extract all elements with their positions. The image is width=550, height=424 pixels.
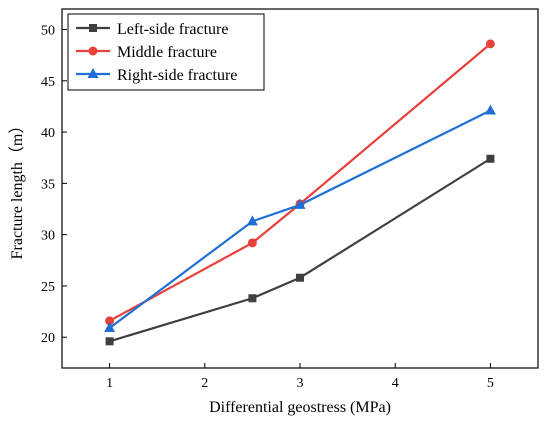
y-tick-label: 40	[41, 126, 55, 141]
data-point	[105, 316, 115, 326]
x-tick-label: 1	[106, 376, 113, 391]
data-point	[485, 39, 495, 49]
y-tick-label: 25	[41, 280, 55, 295]
y-tick-label: 45	[41, 75, 55, 90]
data-point	[105, 337, 114, 346]
legend: Left-side fracture Middle fracture Right-s…	[67, 13, 265, 91]
legend-label: Left-side fracture	[117, 21, 228, 38]
series-line	[109, 157, 491, 343]
x-tick-label: 4	[392, 376, 399, 391]
data-point	[486, 154, 495, 163]
y-tick-label: 35	[41, 177, 55, 192]
legend-marker	[88, 46, 98, 56]
x-axis-title: Differential geostress (MPa)	[209, 399, 391, 416]
x-tick-label: 5	[487, 376, 494, 391]
data-point	[248, 294, 257, 303]
legend-item: Middle fracture	[76, 44, 217, 61]
data-point	[484, 104, 496, 115]
legend-marker	[87, 68, 99, 78]
y-tick-label: 50	[41, 24, 55, 39]
plot-layer	[104, 39, 496, 346]
series-3	[104, 104, 496, 332]
legend-item: Left-side fracture	[76, 21, 228, 38]
x-tick-label: 2	[201, 376, 208, 391]
y-axis-title: Fracture length（m）	[8, 118, 26, 260]
data-point	[104, 321, 116, 332]
series-line	[109, 43, 492, 322]
y-tick-label: 30	[41, 229, 55, 244]
legend-label: Right-side fracture	[117, 67, 237, 84]
data-point	[294, 198, 306, 209]
data-point	[247, 238, 257, 248]
x-tick-label: 3	[297, 376, 304, 391]
series-2	[105, 39, 495, 326]
legend-item: Right-side fracture	[76, 67, 237, 84]
data-point	[296, 273, 304, 282]
legend-marker	[89, 24, 97, 32]
data-point	[246, 215, 258, 226]
y-tick-label: 20	[41, 331, 55, 346]
series-1	[105, 154, 495, 346]
legend-label: Middle fracture	[117, 44, 217, 61]
series-line	[108, 109, 491, 329]
